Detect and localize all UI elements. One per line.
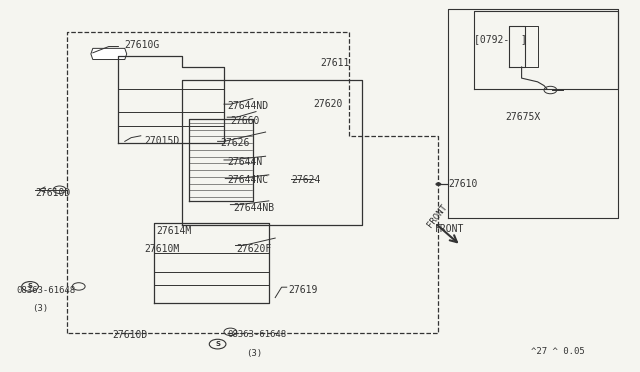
Text: 27660: 27660 <box>230 116 260 126</box>
Text: (3): (3) <box>32 304 48 313</box>
Text: 27610D: 27610D <box>35 189 70 198</box>
Text: ^27 ^ 0.05: ^27 ^ 0.05 <box>531 347 585 356</box>
Text: 27610G: 27610G <box>125 40 160 49</box>
Text: 27610D: 27610D <box>112 330 147 340</box>
Text: S: S <box>28 283 33 289</box>
Text: 27644NB: 27644NB <box>234 203 275 213</box>
Text: S: S <box>215 341 220 347</box>
Text: 27644N: 27644N <box>227 157 262 167</box>
Text: 27620: 27620 <box>314 99 343 109</box>
Text: 27610M: 27610M <box>144 244 179 254</box>
Text: 27675X: 27675X <box>506 112 541 122</box>
Text: FRONT: FRONT <box>426 202 449 229</box>
Circle shape <box>436 183 441 186</box>
Text: 27644NC: 27644NC <box>227 176 268 185</box>
Text: 08363-61648: 08363-61648 <box>227 330 286 339</box>
Text: 27624: 27624 <box>291 176 321 185</box>
Text: (3): (3) <box>246 349 262 358</box>
Polygon shape <box>91 48 127 60</box>
Text: 27614M: 27614M <box>157 226 192 235</box>
Text: 27610: 27610 <box>448 179 477 189</box>
Text: 27611: 27611 <box>320 58 349 68</box>
Text: FRONT: FRONT <box>435 224 465 234</box>
Text: 27626: 27626 <box>221 138 250 148</box>
Text: 27015D: 27015D <box>144 137 179 146</box>
Text: [0792-  ]: [0792- ] <box>474 34 527 44</box>
Text: 27620F: 27620F <box>237 244 272 254</box>
Text: 08363-61648: 08363-61648 <box>16 286 75 295</box>
Text: 27619: 27619 <box>288 285 317 295</box>
Text: 27644ND: 27644ND <box>227 101 268 111</box>
